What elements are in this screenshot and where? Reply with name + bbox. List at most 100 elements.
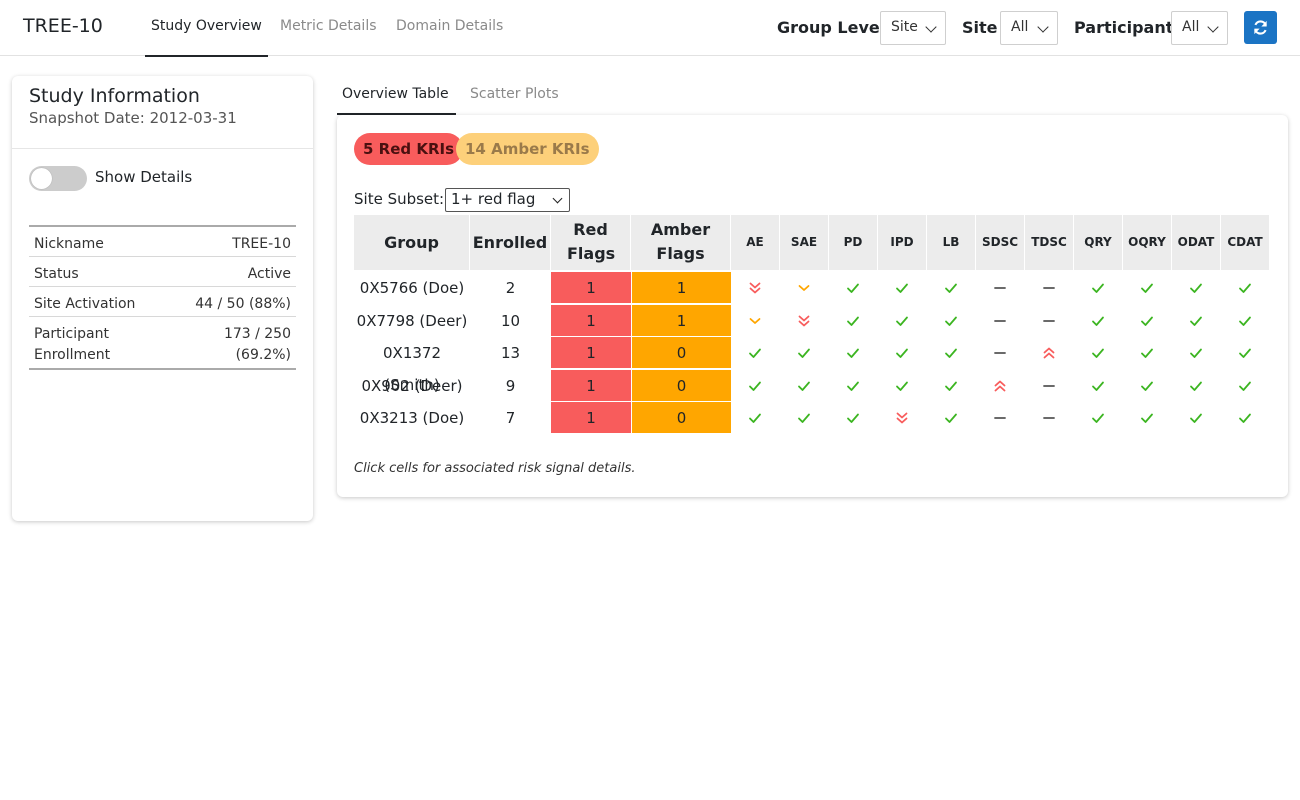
header-group[interactable]: Group bbox=[354, 215, 470, 270]
header-kri-qry[interactable]: QRY bbox=[1074, 215, 1123, 270]
kri-cell-ae[interactable] bbox=[731, 402, 780, 434]
tab-metric-details[interactable]: Metric Details bbox=[280, 18, 377, 34]
header-enrolled[interactable]: Enrolled bbox=[470, 215, 551, 270]
kri-cell-cdat[interactable] bbox=[1221, 337, 1270, 369]
kri-cell-odat[interactable] bbox=[1172, 337, 1221, 369]
red-flags-cell[interactable]: 1 bbox=[551, 304, 631, 337]
kri-cell-tdsc[interactable] bbox=[1025, 402, 1074, 434]
kri-cell-lb[interactable] bbox=[927, 272, 976, 304]
kri-cell-ipd[interactable] bbox=[878, 402, 927, 434]
red-kri-badge[interactable]: 5 Red KRIs bbox=[354, 133, 464, 165]
tab-study-overview[interactable]: Study Overview bbox=[145, 18, 268, 57]
kri-cell-ipd[interactable] bbox=[878, 272, 927, 304]
header-kri-pd[interactable]: PD bbox=[829, 215, 878, 270]
show-details-toggle[interactable] bbox=[29, 166, 87, 191]
amber-flags-cell[interactable]: 1 bbox=[631, 304, 731, 337]
kri-cell-qry[interactable] bbox=[1074, 337, 1123, 369]
double-chevron-down-icon bbox=[798, 315, 810, 326]
kri-cell-sdsc[interactable] bbox=[976, 370, 1025, 402]
kri-cell-tdsc[interactable] bbox=[1025, 272, 1074, 304]
header-kri-tdsc[interactable]: TDSC bbox=[1025, 215, 1074, 270]
kri-cell-tdsc[interactable] bbox=[1025, 305, 1074, 337]
header-kri-oqry[interactable]: OQRY bbox=[1123, 215, 1172, 270]
kri-cell-qry[interactable] bbox=[1074, 402, 1123, 434]
header-amber-flags[interactable]: Amber Flags bbox=[631, 215, 731, 270]
kri-cell-oqry[interactable] bbox=[1123, 337, 1172, 369]
kri-cell-oqry[interactable] bbox=[1123, 370, 1172, 402]
check-icon bbox=[945, 316, 957, 326]
kri-cell-pd[interactable] bbox=[829, 272, 878, 304]
kri-cell-pd[interactable] bbox=[829, 305, 878, 337]
kri-cell-cdat[interactable] bbox=[1221, 272, 1270, 304]
red-flags-cell[interactable]: 1 bbox=[551, 272, 631, 304]
header-kri-sae[interactable]: SAE bbox=[780, 215, 829, 270]
site-subset-select[interactable]: 1+ red flag bbox=[445, 188, 570, 212]
group-cell: 0X902 (Deer) bbox=[361, 376, 463, 395]
kri-cell-oqry[interactable] bbox=[1123, 402, 1172, 434]
amber-flags-cell[interactable]: 1 bbox=[631, 272, 731, 304]
kri-cell-sdsc[interactable] bbox=[976, 402, 1025, 434]
header-kri-ipd-label: IPD bbox=[890, 235, 914, 249]
kri-cell-lb[interactable] bbox=[927, 305, 976, 337]
kri-cell-oqry[interactable] bbox=[1123, 305, 1172, 337]
kri-cell-tdsc[interactable] bbox=[1025, 337, 1074, 369]
kri-cell-pd[interactable] bbox=[829, 370, 878, 402]
kri-cell-sae[interactable] bbox=[780, 272, 829, 304]
kri-cell-cdat[interactable] bbox=[1221, 370, 1270, 402]
header-kri-odat[interactable]: ODAT bbox=[1172, 215, 1221, 270]
check-icon bbox=[847, 413, 859, 423]
kri-cell-lb[interactable] bbox=[927, 370, 976, 402]
group-level-select[interactable]: Site bbox=[880, 11, 946, 45]
tab-scatter-plots[interactable]: Scatter Plots bbox=[470, 86, 559, 102]
kri-cell-sae[interactable] bbox=[780, 305, 829, 337]
kri-cell-qry[interactable] bbox=[1074, 272, 1123, 304]
kri-cell-sdsc[interactable] bbox=[976, 272, 1025, 304]
site-select[interactable]: All bbox=[1000, 11, 1058, 45]
kri-cell-ae[interactable] bbox=[731, 272, 780, 304]
kri-cell-lb[interactable] bbox=[927, 402, 976, 434]
red-flags-cell[interactable]: 1 bbox=[551, 337, 631, 369]
kri-cell-odat[interactable] bbox=[1172, 402, 1221, 434]
kri-cell-ae[interactable] bbox=[731, 337, 780, 369]
kri-cell-ae[interactable] bbox=[731, 305, 780, 337]
kri-cell-odat[interactable] bbox=[1172, 272, 1221, 304]
header-kri-lb[interactable]: LB bbox=[927, 215, 976, 270]
kri-cell-oqry[interactable] bbox=[1123, 272, 1172, 304]
kri-cell-ipd[interactable] bbox=[878, 370, 927, 402]
header-red-flags[interactable]: Red Flags bbox=[551, 215, 631, 270]
kri-cell-sdsc[interactable] bbox=[976, 337, 1025, 369]
kri-cell-pd[interactable] bbox=[829, 402, 878, 434]
amber-flags-cell[interactable]: 0 bbox=[631, 337, 731, 369]
header-kri-sae-label: SAE bbox=[790, 235, 818, 249]
red-flags-cell[interactable]: 1 bbox=[551, 402, 631, 434]
header-kri-ae[interactable]: AE bbox=[731, 215, 780, 270]
kri-cell-odat[interactable] bbox=[1172, 370, 1221, 402]
kri-cell-ipd[interactable] bbox=[878, 337, 927, 369]
kri-cell-cdat[interactable] bbox=[1221, 305, 1270, 337]
red-flags-cell[interactable]: 1 bbox=[551, 369, 631, 402]
refresh-button[interactable] bbox=[1244, 11, 1277, 44]
kri-cell-ae[interactable] bbox=[731, 370, 780, 402]
kri-cell-sae[interactable] bbox=[780, 402, 829, 434]
kri-cell-sae[interactable] bbox=[780, 370, 829, 402]
kri-cell-qry[interactable] bbox=[1074, 305, 1123, 337]
header-kri-sdsc[interactable]: SDSC bbox=[976, 215, 1025, 270]
tab-domain-details[interactable]: Domain Details bbox=[396, 18, 504, 34]
dash-icon bbox=[994, 287, 1006, 289]
kri-cell-qry[interactable] bbox=[1074, 370, 1123, 402]
kri-cell-tdsc[interactable] bbox=[1025, 370, 1074, 402]
kri-cell-cdat[interactable] bbox=[1221, 402, 1270, 434]
header-kri-ipd[interactable]: IPD bbox=[878, 215, 927, 270]
kri-cell-sae[interactable] bbox=[780, 337, 829, 369]
amber-flags-cell[interactable]: 0 bbox=[631, 402, 731, 434]
amber-flags-cell[interactable]: 0 bbox=[631, 369, 731, 402]
kri-cell-sdsc[interactable] bbox=[976, 305, 1025, 337]
amber-kri-badge[interactable]: 14 Amber KRIs bbox=[456, 133, 599, 165]
kri-cell-ipd[interactable] bbox=[878, 305, 927, 337]
tab-overview-table[interactable]: Overview Table bbox=[337, 86, 456, 115]
kri-cell-pd[interactable] bbox=[829, 337, 878, 369]
kri-cell-lb[interactable] bbox=[927, 337, 976, 369]
header-kri-cdat[interactable]: CDAT bbox=[1221, 215, 1270, 270]
kri-cell-odat[interactable] bbox=[1172, 305, 1221, 337]
participant-select[interactable]: All bbox=[1171, 11, 1228, 45]
